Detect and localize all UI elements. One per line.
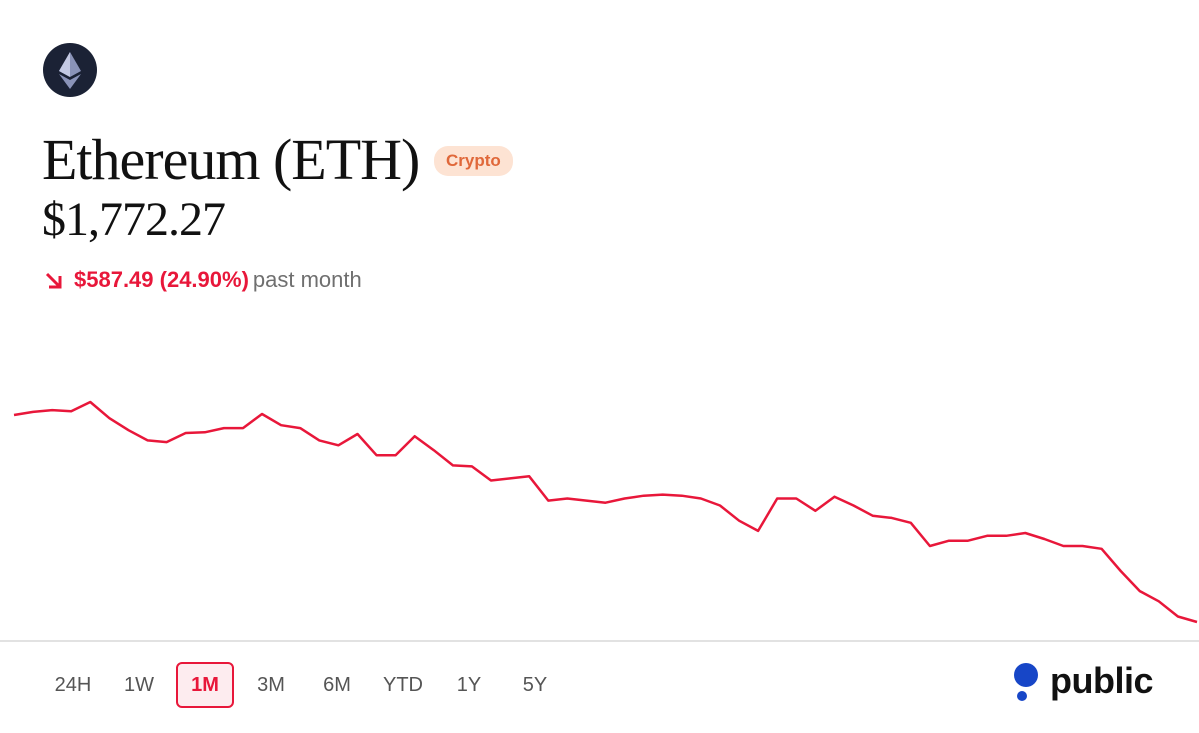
range-button[interactable]: 6M <box>323 673 351 696</box>
range-button[interactable]: 1Y <box>456 673 482 696</box>
range-button[interactable]: 1W <box>124 673 154 696</box>
price-change: $587.49 (24.90%) past month <box>44 267 362 293</box>
range-button[interactable]: 5Y <box>522 673 548 696</box>
range-button[interactable]: YTD <box>383 673 423 696</box>
asset-badge: Crypto <box>434 146 513 176</box>
change-period: past month <box>252 267 362 292</box>
brand: public <box>1014 660 1154 702</box>
down-arrow <box>45 272 62 289</box>
range-button[interactable]: 24H <box>54 673 92 696</box>
range-selector: 24H 1W 1M 3M 6M YTD 1Y 5Y <box>44 662 572 708</box>
brand-name: public <box>1050 660 1154 701</box>
price-line <box>13 400 1198 624</box>
asset-price: $1,772.27 <box>42 193 226 246</box>
asset-title: Ethereum (ETH) <box>42 127 420 192</box>
range-button[interactable]: 1M <box>176 662 234 708</box>
eth-icon <box>43 43 97 97</box>
range-button[interactable]: 3M <box>257 673 285 696</box>
change-amount: $587.49 (24.90%) <box>74 267 249 292</box>
